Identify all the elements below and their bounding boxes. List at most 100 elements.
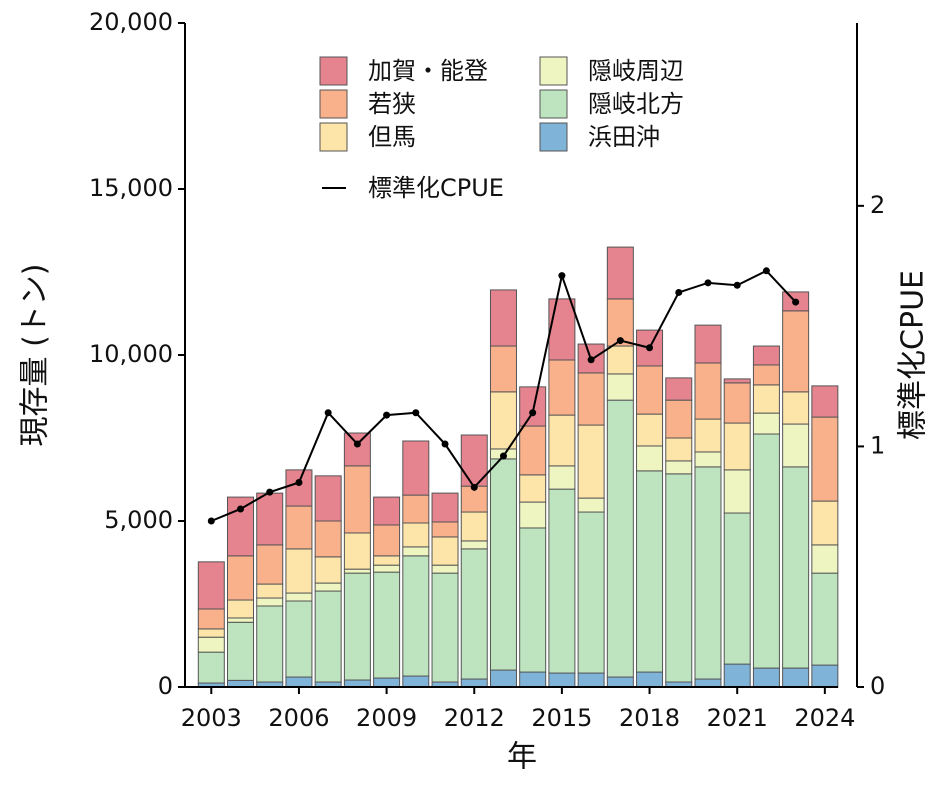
- bar-segment: [577, 424, 605, 499]
- y2-tick-label: 1: [870, 431, 885, 459]
- cpue-point: [529, 409, 537, 417]
- bar-segment: [782, 423, 810, 468]
- bar-segment: [402, 494, 430, 524]
- y-tick-label: 5,000: [104, 506, 173, 534]
- bar-segment: [402, 522, 430, 548]
- bar-segment: [197, 628, 225, 638]
- y-tick-label: 10,000: [89, 340, 173, 368]
- bar-segment: [694, 418, 722, 453]
- bar-segment: [723, 512, 751, 665]
- bar-segment: [489, 391, 517, 450]
- bar-segment: [694, 466, 722, 680]
- bar-segment: [227, 599, 255, 619]
- bar-segment: [694, 324, 722, 364]
- bar-segment: [343, 532, 371, 570]
- cpue-point: [646, 344, 654, 352]
- bar-segment: [431, 572, 459, 683]
- bar-segment: [373, 564, 401, 573]
- bar-segment: [285, 600, 313, 678]
- bar-segment: [811, 572, 839, 666]
- bar-segment: [752, 384, 780, 414]
- cpue-point: [295, 479, 303, 487]
- legend-swatch: [539, 56, 568, 86]
- bar-segment: [723, 422, 751, 471]
- legend-swatch: [319, 89, 348, 119]
- legend-swatch: [539, 122, 568, 152]
- bar-segment: [636, 470, 664, 673]
- bar-segment: [402, 675, 430, 688]
- bar-segment: [256, 492, 284, 546]
- bar-segment: [811, 664, 839, 688]
- bar-segment: [431, 536, 459, 566]
- bar-segment: [548, 414, 576, 467]
- cpue-point: [733, 281, 741, 289]
- bar-segment: [314, 520, 342, 558]
- bar-segment: [343, 572, 371, 681]
- bar-segment: [723, 469, 751, 514]
- bar-segment: [373, 524, 401, 557]
- bar-segment: [606, 345, 634, 375]
- x-tick-label: 2003: [181, 704, 242, 732]
- bar-segment: [285, 676, 313, 688]
- bar-segment: [752, 667, 780, 688]
- bar-segment: [752, 345, 780, 366]
- cpue-point: [266, 488, 274, 496]
- bar-segment: [519, 527, 547, 673]
- bar-segment: [256, 597, 284, 607]
- bar-segment: [636, 445, 664, 472]
- bar-segment: [606, 676, 634, 688]
- bar-segment: [548, 672, 576, 688]
- bar-segment: [811, 544, 839, 574]
- y2-tick-label: 0: [870, 672, 885, 700]
- bar-segment: [197, 651, 225, 684]
- bar-segment: [285, 469, 313, 507]
- bar-segment: [577, 511, 605, 674]
- y-axis-title: 現存量 (トン): [18, 264, 53, 447]
- bar-segment: [256, 544, 284, 585]
- legend-swatch: [539, 89, 568, 119]
- bar-segment: [343, 568, 371, 574]
- bar-segment: [343, 465, 371, 534]
- bar-segment: [197, 608, 225, 630]
- bar-segment: [752, 433, 780, 669]
- bar-segment: [402, 546, 430, 557]
- bar-segment: [519, 671, 547, 688]
- bar-segment: [314, 582, 342, 592]
- x-tick-label: 2021: [707, 704, 768, 732]
- cpue-point: [470, 483, 478, 491]
- bar-segment: [811, 500, 839, 546]
- x-tick-label: 2012: [444, 704, 505, 732]
- bar-segment: [752, 412, 780, 435]
- bar-segment: [256, 605, 284, 683]
- bar-segment: [197, 636, 225, 653]
- cpue-point: [587, 356, 595, 364]
- bar-segment: [373, 677, 401, 688]
- bar-segment: [402, 440, 430, 496]
- cpue-point: [675, 288, 683, 296]
- legend-label: 浜田沖: [588, 123, 660, 151]
- bar-segment: [431, 564, 459, 574]
- cpue-point: [792, 298, 800, 306]
- bar-segment: [548, 298, 576, 361]
- bar-segment: [343, 432, 371, 467]
- bar-segment: [782, 466, 810, 669]
- bar-segment: [665, 377, 693, 401]
- legend-label: 隠岐北方: [588, 90, 684, 118]
- x-tick-label: 2015: [531, 704, 592, 732]
- bar-segment: [519, 501, 547, 529]
- bar-segment: [431, 492, 459, 523]
- bar-segment: [460, 548, 488, 680]
- bar-segment: [489, 458, 517, 671]
- bar-segment: [460, 540, 488, 550]
- cpue-point: [383, 411, 391, 419]
- bar-segment: [548, 359, 576, 416]
- cpue-point: [207, 517, 215, 525]
- legend-label: 標準化CPUE: [368, 174, 504, 202]
- legend-label: 但馬: [368, 123, 416, 151]
- bar-segment: [227, 617, 255, 623]
- bar-segment: [197, 561, 225, 610]
- x-tick-label: 2024: [794, 704, 855, 732]
- legend-swatch: [319, 56, 348, 86]
- bar-segment: [782, 310, 810, 393]
